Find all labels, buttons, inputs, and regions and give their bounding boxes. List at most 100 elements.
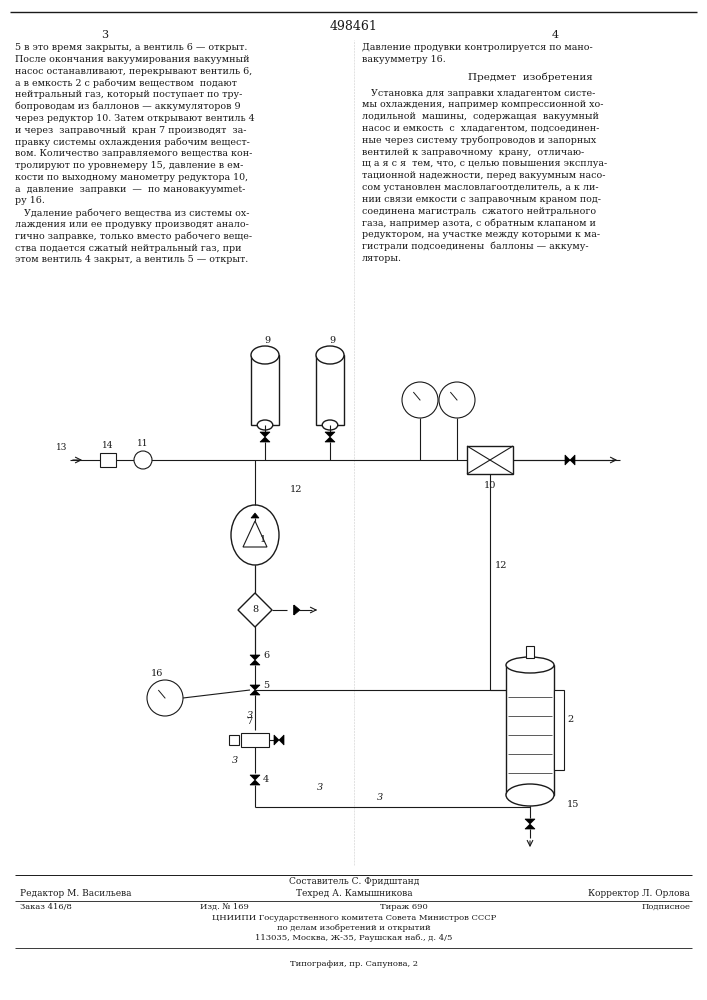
Text: Редактор М. Васильева: Редактор М. Васильева <box>20 889 132 898</box>
Text: 15: 15 <box>567 800 579 809</box>
Text: гично заправке, только вместо рабочего веще-: гично заправке, только вместо рабочего в… <box>15 232 252 241</box>
Text: и через  заправочный  кран 7 производят  за-: и через заправочный кран 7 производят за… <box>15 126 247 135</box>
Text: 9: 9 <box>264 336 270 345</box>
Text: этом вентиль 4 закрыт, а вентиль 5 — открыт.: этом вентиль 4 закрыт, а вентиль 5 — отк… <box>15 255 248 264</box>
Text: Установка для заправки хладагентом систе-: Установка для заправки хладагентом систе… <box>362 89 595 98</box>
Text: 4: 4 <box>551 30 559 40</box>
Polygon shape <box>251 513 259 518</box>
Text: Давление продувки контролируется по мано-: Давление продувки контролируется по мано… <box>362 43 592 52</box>
Polygon shape <box>250 775 260 780</box>
Text: 13: 13 <box>57 443 68 452</box>
Polygon shape <box>250 655 260 660</box>
Text: тролируют по уровнемеру 15, давление в ем-: тролируют по уровнемеру 15, давление в е… <box>15 161 243 170</box>
Text: бопроводам из баллонов — аккумуляторов 9: бопроводам из баллонов — аккумуляторов 9 <box>15 102 240 111</box>
Bar <box>100 453 116 467</box>
Polygon shape <box>250 690 260 695</box>
Polygon shape <box>325 437 335 442</box>
Bar <box>526 646 534 658</box>
Text: кости по выходному манометру редуктора 10,: кости по выходному манометру редуктора 1… <box>15 173 248 182</box>
Polygon shape <box>238 593 272 627</box>
Polygon shape <box>570 455 575 465</box>
Bar <box>467 446 513 474</box>
Text: вакуумметру 16.: вакуумметру 16. <box>362 55 445 64</box>
Text: а в емкость 2 с рабочим веществом  подают: а в емкость 2 с рабочим веществом подают <box>15 78 237 88</box>
Text: ру 16.: ру 16. <box>15 196 45 205</box>
Text: вом. Количество заправляемого вещества кон-: вом. Количество заправляемого вещества к… <box>15 149 252 158</box>
Text: ляторы.: ляторы. <box>362 254 402 263</box>
Text: ства подается сжатый нейтральный газ, при: ства подается сжатый нейтральный газ, пр… <box>15 244 242 253</box>
Text: насос и емкость  с  хладагентом, подсоединен-: насос и емкость с хладагентом, подсоедин… <box>362 124 600 133</box>
Text: по делам изобретений и открытий: по делам изобретений и открытий <box>277 924 431 932</box>
Polygon shape <box>250 780 260 785</box>
Text: правку системы охлаждения рабочим вещест-: правку системы охлаждения рабочим вещест… <box>15 137 250 147</box>
Text: лаждения или ее продувку производят анало-: лаждения или ее продувку производят анал… <box>15 220 249 229</box>
Text: 4: 4 <box>263 776 269 784</box>
Circle shape <box>439 382 475 418</box>
Text: редуктором, на участке между которыми к ма-: редуктором, на участке между которыми к … <box>362 230 600 239</box>
Ellipse shape <box>231 505 279 565</box>
Ellipse shape <box>257 420 273 430</box>
Bar <box>554 690 564 770</box>
Text: После окончания вакуумирования вакуумный: После окончания вакуумирования вакуумный <box>15 55 250 64</box>
Text: 12: 12 <box>495 560 508 570</box>
Text: 2: 2 <box>567 716 573 724</box>
Polygon shape <box>274 735 279 745</box>
Text: ные через систему трубопроводов и запорных: ные через систему трубопроводов и запорн… <box>362 136 596 145</box>
Polygon shape <box>279 735 284 745</box>
Polygon shape <box>294 605 300 615</box>
Bar <box>316 355 344 425</box>
Ellipse shape <box>322 420 338 430</box>
Text: а  давление  заправки  —  по мановакуумmet-: а давление заправки — по мановакуумmet- <box>15 185 245 194</box>
Text: Предмет  изобретения: Предмет изобретения <box>467 73 592 82</box>
Ellipse shape <box>251 346 279 364</box>
Text: 7: 7 <box>246 717 252 726</box>
Text: ЦНИИПИ Государственного комитета Совета Министров СССР: ЦНИИПИ Государственного комитета Совета … <box>212 914 496 922</box>
Circle shape <box>134 451 152 469</box>
Text: Заказ 416/8: Заказ 416/8 <box>20 903 72 911</box>
Text: вентилей к заправочному  крану,  отличаю-: вентилей к заправочному крану, отличаю- <box>362 148 584 157</box>
Text: 12: 12 <box>290 485 303 494</box>
Bar <box>241 733 269 747</box>
Text: нейтральный газ, который поступает по тру-: нейтральный газ, который поступает по тр… <box>15 90 243 99</box>
Text: Корректор Л. Орлова: Корректор Л. Орлова <box>588 889 690 898</box>
Text: мы охлаждения, например компрессионной хо-: мы охлаждения, например компрессионной х… <box>362 100 604 109</box>
Text: Тираж 690: Тираж 690 <box>380 903 428 911</box>
Text: Типография, пр. Сапунова, 2: Типография, пр. Сапунова, 2 <box>290 960 418 968</box>
Text: через редуктор 10. Затем открывают вентиль 4: через редуктор 10. Затем открывают венти… <box>15 114 255 123</box>
Ellipse shape <box>506 657 554 673</box>
Text: 16: 16 <box>151 669 163 678</box>
Text: тационной надежности, перед вакуумным насо-: тационной надежности, перед вакуумным на… <box>362 171 605 180</box>
Ellipse shape <box>316 346 344 364</box>
Text: щ а я с я  тем, что, с целью повышения эксплуа-: щ а я с я тем, что, с целью повышения эк… <box>362 159 607 168</box>
Text: соединена магистраль  сжатого нейтрального: соединена магистраль сжатого нейтральног… <box>362 207 596 216</box>
Text: нии связи емкости с заправочным краном под-: нии связи емкости с заправочным краном п… <box>362 195 601 204</box>
Text: сом установлен масловлагоотделитель, а к ли-: сом установлен масловлагоотделитель, а к… <box>362 183 599 192</box>
Text: Техред А. Камышникова: Техред А. Камышникова <box>296 889 412 898</box>
Text: 6: 6 <box>263 650 269 660</box>
Text: 3: 3 <box>377 793 383 802</box>
Text: 5: 5 <box>263 680 269 690</box>
Ellipse shape <box>506 784 554 806</box>
Text: 10: 10 <box>484 481 496 490</box>
Polygon shape <box>260 437 270 442</box>
Text: 498461: 498461 <box>330 20 378 33</box>
Circle shape <box>402 382 438 418</box>
Text: лодильной  машины,  содержащая  вакуумный: лодильной машины, содержащая вакуумный <box>362 112 599 121</box>
Text: 8: 8 <box>252 605 258 614</box>
Text: газа, например азота, с обратным клапаном и: газа, например азота, с обратным клапано… <box>362 218 596 228</box>
Polygon shape <box>250 685 260 690</box>
Text: 5 в это время закрыты, а вентиль 6 — открыт.: 5 в это время закрыты, а вентиль 6 — отк… <box>15 43 247 52</box>
Polygon shape <box>525 824 535 829</box>
Polygon shape <box>325 432 335 437</box>
Text: насос останавливают, перекрывают вентиль 6,: насос останавливают, перекрывают вентиль… <box>15 67 252 76</box>
Text: 14: 14 <box>103 441 114 450</box>
Circle shape <box>147 680 183 716</box>
Text: 113035, Москва, Ж-35, Раушская наб., д. 4/5: 113035, Москва, Ж-35, Раушская наб., д. … <box>255 934 452 942</box>
Polygon shape <box>525 819 535 824</box>
Text: 1: 1 <box>260 536 267 544</box>
Polygon shape <box>250 660 260 665</box>
Text: 3: 3 <box>317 783 323 792</box>
Text: 3: 3 <box>101 30 109 40</box>
Text: Изд. № 169: Изд. № 169 <box>200 903 249 911</box>
Bar <box>506 665 554 795</box>
